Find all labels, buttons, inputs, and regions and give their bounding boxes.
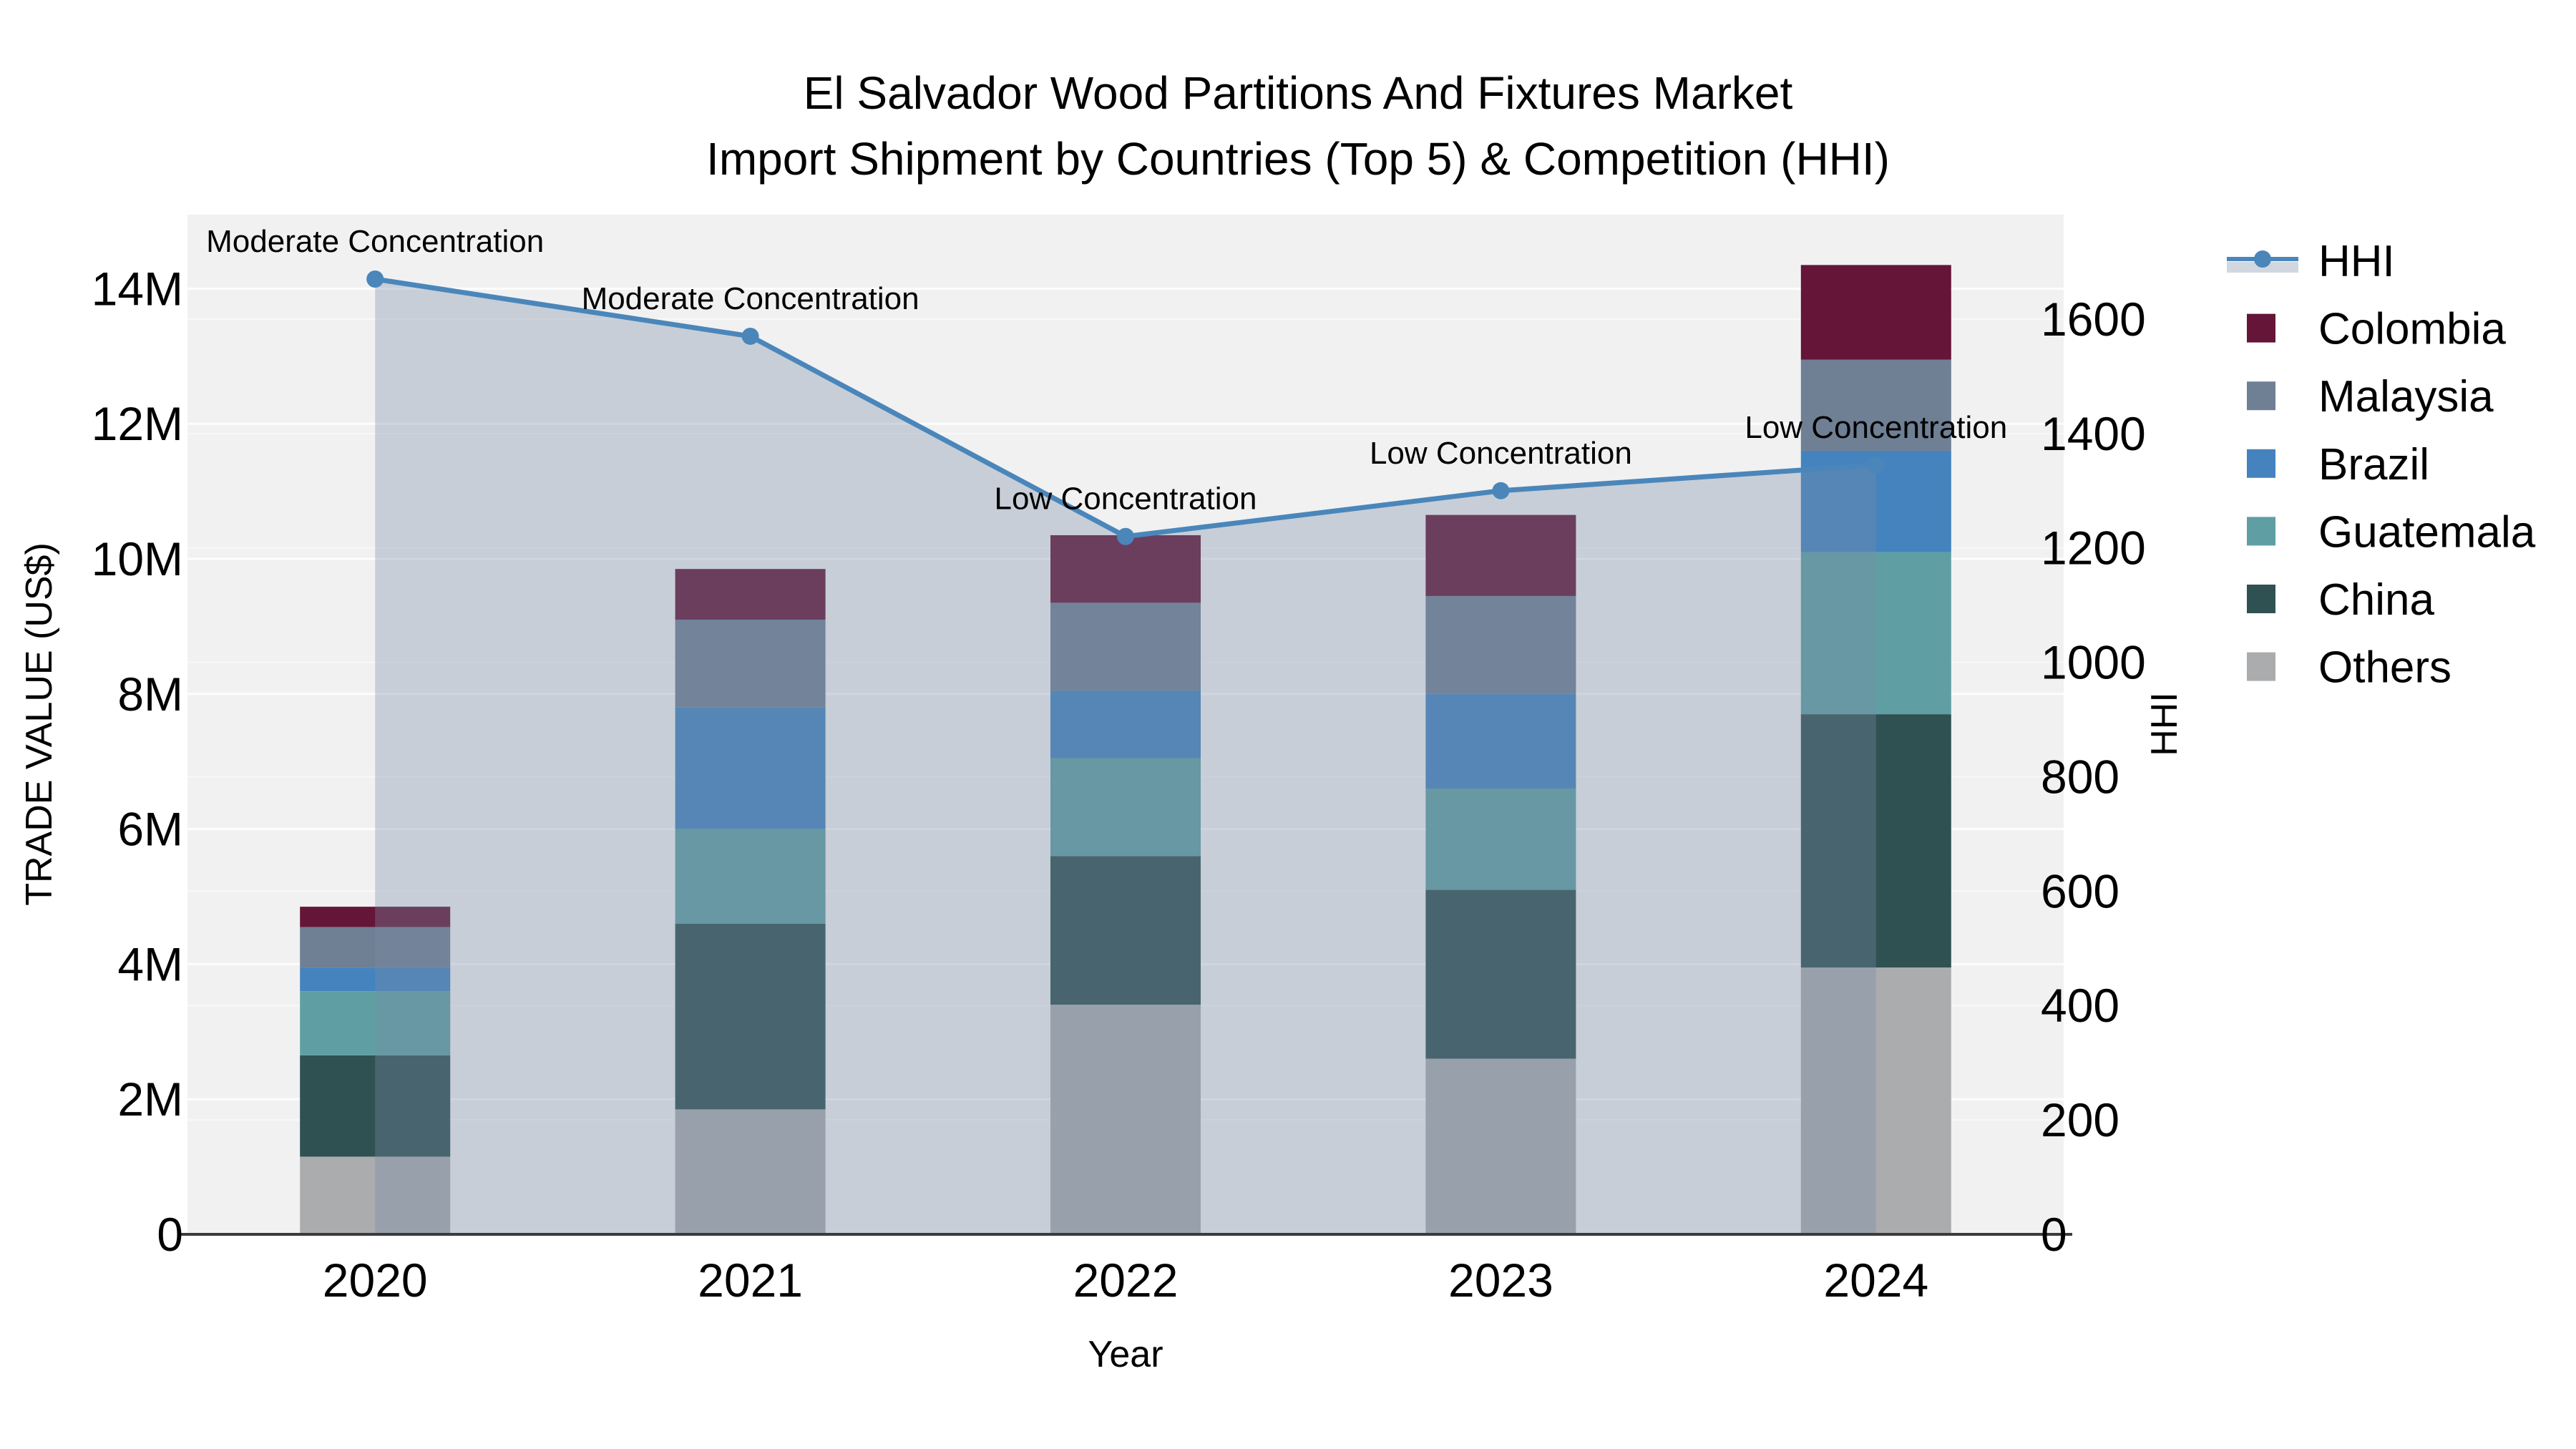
x-axis-tick-label-2023: 2023: [1448, 1254, 1553, 1307]
bar-segment-china-2024: [1800, 714, 1951, 968]
legend-swatch-colombia: [2247, 313, 2275, 343]
left-axis-tick-label: 6M: [117, 803, 183, 856]
right-axis-tick-label: 1200: [2041, 522, 2146, 575]
bar-segment-others-2021: [675, 1109, 826, 1234]
bar-segment-malaysia-2023: [1425, 595, 1576, 694]
bar-segment-brazil-2021: [675, 707, 826, 829]
legend-label-china: China: [2318, 575, 2435, 625]
left-axis-tick-label: 12M: [92, 397, 183, 450]
legend-hhi-marker-icon: [2254, 250, 2271, 268]
bar-segment-others-2020: [300, 1156, 451, 1234]
left-axis-tick-label: 14M: [92, 262, 183, 315]
hhi-marker-2024: [1867, 456, 1885, 474]
x-axis-tick-label-2021: 2021: [698, 1254, 803, 1307]
bar-segment-colombia-2021: [675, 569, 826, 620]
bar-segment-colombia-2022: [1050, 535, 1201, 603]
bar-segment-china-2021: [675, 923, 826, 1110]
annotation-2021: Moderate Concentration: [582, 281, 919, 316]
bar-segment-guatemala-2024: [1800, 552, 1951, 715]
legend-swatch-others: [2247, 652, 2275, 681]
right-axis-tick-label: 1600: [2041, 293, 2146, 346]
bar-segment-brazil-2020: [300, 967, 451, 992]
bar-segment-guatemala-2020: [300, 991, 451, 1055]
bar-segment-brazil-2022: [1050, 691, 1201, 758]
bar-segment-others-2024: [1800, 967, 1951, 1234]
hhi-marker-2022: [1117, 527, 1134, 545]
annotation-2020: Moderate Concentration: [206, 224, 544, 259]
bar-segment-malaysia-2021: [675, 619, 826, 708]
legend-swatch-brazil: [2247, 449, 2275, 478]
bar-segment-guatemala-2021: [675, 829, 826, 924]
left-axis-tick-label: 0: [157, 1208, 183, 1261]
bar-segment-malaysia-2022: [1050, 602, 1201, 691]
hhi-area-fill: [375, 279, 1876, 1235]
bar-segment-guatemala-2023: [1425, 788, 1576, 890]
legend-label-hhi: HHI: [2318, 237, 2395, 286]
left-axis-tick-label: 2M: [117, 1073, 183, 1126]
x-axis-title: Year: [1088, 1334, 1163, 1375]
right-axis-title: HHI: [2144, 692, 2185, 756]
right-axis-tick-label: 1400: [2041, 407, 2146, 460]
x-axis-tick-label-2024: 2024: [1823, 1254, 1928, 1307]
bar-segment-guatemala-2022: [1050, 758, 1201, 857]
legend-label-brazil: Brazil: [2318, 440, 2429, 489]
bar-segment-others-2023: [1425, 1058, 1576, 1234]
annotation-2022: Low Concentration: [995, 482, 1257, 517]
legend-label-others: Others: [2318, 643, 2451, 693]
left-axis-tick-label: 8M: [117, 668, 183, 721]
right-axis-tick-label: 800: [2041, 750, 2119, 803]
bar-segment-china-2022: [1050, 856, 1201, 1005]
bar-segment-colombia-2020: [300, 907, 451, 927]
chart-title-line-2: Import Shipment by Countries (Top 5) & C…: [706, 133, 1890, 185]
chart-title-line-1: El Salvador Wood Partitions And Fixtures…: [804, 67, 1793, 119]
bar-segment-china-2023: [1425, 889, 1576, 1059]
annotation-2024: Low Concentration: [1745, 410, 2007, 445]
hhi-marker-2021: [741, 327, 759, 345]
hhi-marker-2023: [1492, 482, 1510, 499]
right-axis-tick-label: 400: [2041, 979, 2119, 1032]
legend-swatch-china: [2247, 585, 2275, 613]
legend-swatch-malaysia: [2247, 381, 2275, 411]
left-axis-tick-label: 10M: [92, 532, 183, 585]
bar-segment-brazil-2023: [1425, 693, 1576, 789]
right-axis-tick-label: 1000: [2041, 636, 2146, 689]
legend-label-malaysia: Malaysia: [2318, 372, 2494, 421]
bar-segment-colombia-2023: [1425, 514, 1576, 596]
right-axis-tick-label: 600: [2041, 864, 2119, 917]
bar-segment-colombia-2024: [1800, 265, 1951, 360]
left-axis-tick-label: 4M: [117, 937, 183, 990]
annotation-2023: Low Concentration: [1370, 436, 1632, 471]
left-axis-title: TRADE VALUE (US$): [19, 542, 60, 906]
legend-label-guatemala: Guatemala: [2318, 507, 2536, 557]
right-axis-tick-label: 200: [2041, 1093, 2119, 1146]
bar-segment-malaysia-2020: [300, 927, 451, 968]
bar-segment-malaysia-2024: [1800, 359, 1951, 451]
hhi-marker-2020: [366, 270, 384, 288]
legend-swatch-guatemala: [2247, 517, 2275, 546]
x-axis-tick-label-2022: 2022: [1073, 1254, 1179, 1307]
bar-segment-china-2020: [300, 1055, 451, 1157]
legend-label-colombia: Colombia: [2318, 305, 2506, 354]
bar-segment-others-2022: [1050, 1005, 1201, 1234]
right-axis-tick-label: 0: [2041, 1208, 2067, 1261]
x-axis-tick-label-2020: 2020: [323, 1254, 428, 1307]
